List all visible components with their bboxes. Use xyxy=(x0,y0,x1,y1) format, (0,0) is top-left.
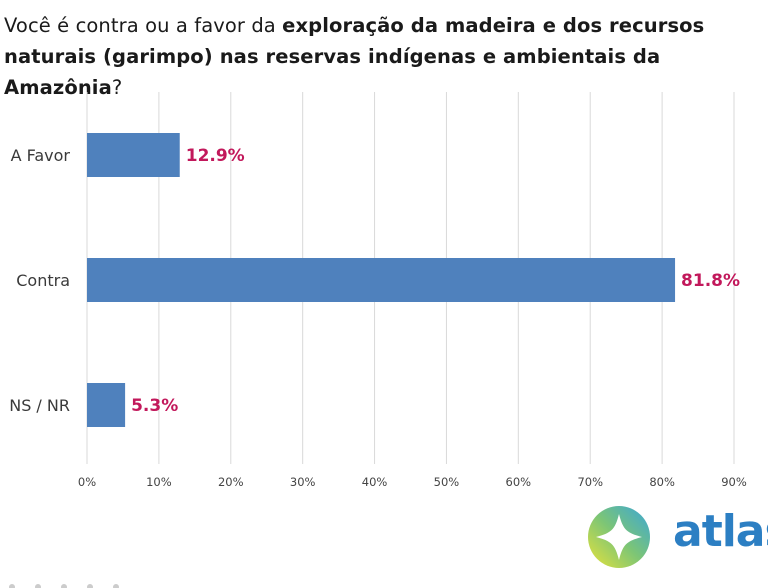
bar xyxy=(87,133,180,177)
title-bold: exploração da madeira e dos recursos nat… xyxy=(4,14,705,99)
decorative-dots xyxy=(9,584,119,588)
x-tick-label: 90% xyxy=(721,475,747,489)
x-tick-label: 70% xyxy=(577,475,603,489)
category-label: Contra xyxy=(16,271,70,290)
bar xyxy=(87,258,676,302)
x-tick-label: 60% xyxy=(506,475,532,489)
x-tick-label: 20% xyxy=(218,475,244,489)
x-tick-label: 10% xyxy=(146,475,172,489)
data-label: 5.3% xyxy=(131,396,178,416)
logo-text: atlas xyxy=(673,506,768,557)
x-tick-label: 30% xyxy=(290,475,316,489)
category-label: NS / NR xyxy=(9,396,70,415)
data-label: 81.8% xyxy=(681,271,740,291)
atlas-compass-logo-icon xyxy=(588,506,650,568)
category-label: A Favor xyxy=(11,146,71,165)
x-tick-label: 40% xyxy=(362,475,388,489)
bar xyxy=(87,383,126,427)
bar-chart: 0% 10% 20% 30% 40% 50% 60% 70% 80% 90% A Favor 12.9… xyxy=(9,92,747,489)
data-label: 12.9% xyxy=(186,146,245,166)
x-tick-label: 0% xyxy=(78,475,96,489)
title-part-2: ? xyxy=(111,76,123,99)
x-tick-label: 50% xyxy=(434,475,460,489)
atlas-logo: atlas xyxy=(583,502,768,572)
x-tick-label: 80% xyxy=(649,475,675,489)
title-part-1: Você é contra ou a favor da xyxy=(4,14,283,37)
chart-title: Você é contra ou a favor da exploração d… xyxy=(4,10,764,103)
